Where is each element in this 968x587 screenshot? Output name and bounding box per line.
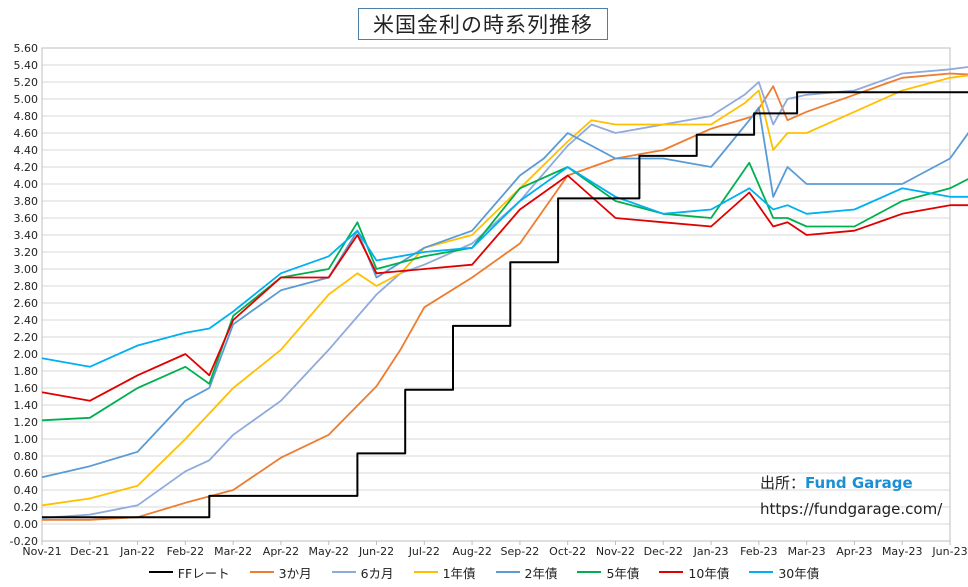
x-tick-label: Jul-22 [408, 545, 440, 558]
y-tick-label: 4.20 [14, 161, 39, 174]
legend-label: 6カ月 [360, 565, 394, 581]
y-tick-label: 1.60 [14, 382, 39, 395]
x-tick-label: Dec-21 [70, 545, 109, 558]
series-line-1 [42, 91, 968, 519]
y-tick-label: 0.40 [14, 484, 39, 497]
y-tick-label: 1.20 [14, 416, 39, 429]
series-line-2 [42, 72, 968, 521]
series-line-8 [41, 166, 968, 368]
y-tick-label: 3.20 [14, 246, 39, 259]
x-tick-label: May-23 [882, 545, 923, 558]
legend-swatch [413, 571, 438, 573]
x-tick-label: Sep-22 [501, 545, 540, 558]
x-tick-label: Oct-22 [549, 545, 586, 558]
y-tick-label: 1.40 [14, 399, 39, 412]
legend-swatch [331, 571, 356, 573]
y-tick-label: 2.00 [14, 348, 39, 361]
y-tick-label: 4.60 [14, 127, 39, 140]
legend-swatch [659, 571, 684, 573]
legend-item: 6カ月 [331, 563, 394, 582]
x-tick-label: Nov-22 [596, 545, 635, 558]
x-tick-label: Jan-23 [693, 545, 729, 558]
x-tick-label: May-22 [308, 545, 349, 558]
legend-item: 30年債 [749, 563, 819, 582]
y-tick-label: 3.00 [14, 263, 39, 276]
series-line-5 [41, 106, 968, 479]
x-tick-label: Jan-22 [119, 545, 155, 558]
y-tick-label: 2.60 [14, 297, 39, 310]
y-tick-label: 4.00 [14, 178, 39, 191]
chart-title: 米国金利の時系列推移 [358, 8, 608, 40]
legend-item: FFレート [148, 563, 230, 582]
legend-label: FFレート [177, 565, 230, 581]
y-tick-label: 3.60 [14, 212, 39, 225]
x-tick-label: Nov-21 [22, 545, 61, 558]
series-line-7 [41, 174, 968, 402]
y-tick-label: 2.80 [14, 280, 39, 293]
source-label: 出所：Fund Garage [760, 472, 913, 493]
x-tick-label: Apr-23 [836, 545, 872, 558]
y-tick-label: 1.00 [14, 433, 39, 446]
plot-border [41, 47, 951, 542]
x-tick-label: Apr-22 [263, 545, 299, 558]
y-tick-label: 5.40 [14, 59, 39, 72]
y-tick-label: 2.20 [14, 331, 39, 344]
legend-item: 1年債 [413, 563, 476, 582]
legend-label: 5年債 [606, 565, 640, 581]
y-tick-label: 0.20 [14, 501, 39, 514]
series-line-4 [41, 74, 968, 507]
y-tick-label: 0.60 [14, 467, 39, 480]
legend-label: 3か月 [278, 565, 312, 581]
x-tick-label: Feb-23 [740, 545, 777, 558]
legend-item: 3か月 [249, 563, 312, 582]
legend-swatch [495, 571, 520, 573]
x-tick-label: Dec-22 [644, 545, 683, 558]
x-tick-label: Mar-22 [214, 545, 252, 558]
legend-swatch [148, 571, 173, 573]
x-tick-label: Aug-22 [452, 545, 491, 558]
legend-label: 2年債 [524, 565, 558, 581]
y-tick-label: 0.00 [14, 518, 39, 531]
legend-item: 5年債 [577, 563, 639, 582]
y-tick-label: 5.60 [14, 42, 39, 55]
series-line-3 [41, 66, 968, 519]
y-tick-label: 3.80 [14, 195, 39, 208]
y-tick-label: 1.80 [14, 365, 39, 378]
legend-item: 2年債 [495, 563, 558, 582]
y-tick-label: -0.20 [10, 535, 38, 548]
source-brand: Fund Garage [805, 474, 913, 492]
source-url: https://fundgarage.com/ [760, 500, 943, 518]
legend-swatch [249, 571, 274, 573]
legend-swatch [749, 571, 774, 573]
y-tick-label: 5.00 [14, 93, 39, 106]
x-tick-label: Feb-22 [167, 545, 204, 558]
y-tick-label: 4.40 [14, 144, 39, 157]
legend-item: 10年債 [659, 563, 729, 582]
y-tick-label: 0.80 [14, 450, 39, 463]
x-tick-label: Jun-22 [358, 545, 394, 558]
y-tick-label: 2.40 [14, 314, 39, 327]
y-tick-label: 3.40 [14, 229, 39, 242]
legend-label: 10年債 [688, 565, 730, 581]
x-tick-label: Mar-23 [788, 545, 826, 558]
y-tick-label: 4.80 [14, 110, 39, 123]
chart-legend: FFレート 3か月 6カ月 1年債 2年債 5年債 10年債 30年債 [0, 561, 968, 583]
legend-label: 30年債 [778, 565, 820, 581]
x-tick-label: Jun-23 [931, 545, 967, 558]
source-prefix: 出所： [760, 474, 806, 492]
y-tick-label: 5.20 [14, 76, 39, 89]
legend-label: 1年債 [442, 565, 476, 581]
series-line-6 [41, 161, 968, 422]
legend-swatch [577, 571, 602, 573]
